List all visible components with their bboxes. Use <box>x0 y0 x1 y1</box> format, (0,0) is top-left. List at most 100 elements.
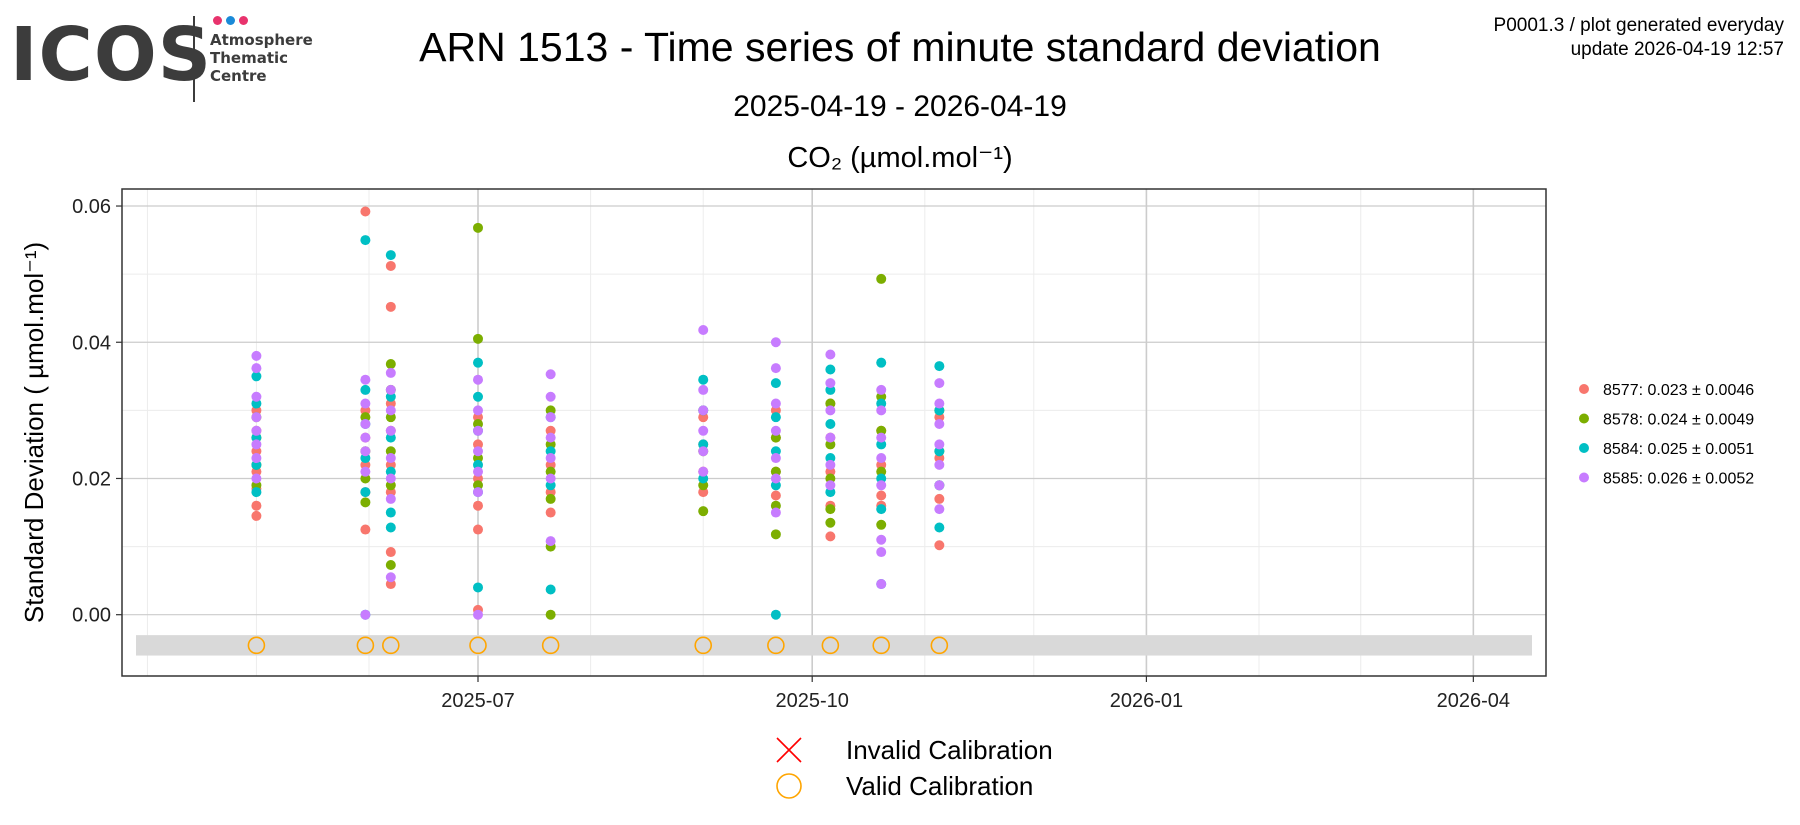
data-point-8585 <box>360 609 371 620</box>
data-point-8585 <box>473 374 483 385</box>
data-point-8577 <box>251 500 262 511</box>
data-point-8585 <box>473 466 483 477</box>
data-point-8578 <box>876 273 887 284</box>
data-point-8578 <box>473 333 483 344</box>
data-point-8585 <box>698 466 709 477</box>
data-point-8585 <box>698 324 709 335</box>
legend-key-8578 <box>1579 413 1589 424</box>
data-point-8585 <box>698 425 709 436</box>
data-point-8585 <box>825 459 836 470</box>
data-point-8584 <box>251 371 262 382</box>
valid-calibration-marker <box>767 636 785 655</box>
data-point-8578 <box>385 359 396 370</box>
data-point-8578 <box>385 559 396 570</box>
data-point-8584 <box>385 250 396 261</box>
data-point-8584 <box>251 487 262 498</box>
data-point-8578 <box>473 222 483 233</box>
data-point-8585 <box>934 480 945 491</box>
data-point-8585 <box>251 350 262 361</box>
chart-title: ARN 1513 - Time series of minute standar… <box>419 24 1381 70</box>
data-point-8577 <box>770 490 781 501</box>
valid-calibration-marker <box>382 636 400 655</box>
panel-border <box>121 188 1547 677</box>
logo-dot-3 <box>239 16 248 25</box>
data-point-8577 <box>251 510 262 521</box>
data-point-8585 <box>360 466 371 477</box>
x-tick-label: 2025-10 <box>776 690 849 712</box>
data-point-8585 <box>876 534 887 545</box>
data-point-8584 <box>876 504 887 515</box>
data-point-8584 <box>825 364 836 375</box>
data-point-8577 <box>934 493 945 504</box>
data-point-8585 <box>770 337 781 348</box>
data-point-8585 <box>251 439 262 450</box>
data-point-8577 <box>473 500 483 511</box>
legend-key-8585 <box>1579 472 1589 483</box>
data-point-8584 <box>385 522 396 533</box>
legend-label-8584: 8584: 0.025 ± 0.0051 <box>1603 441 1754 458</box>
data-point-8584 <box>360 384 371 395</box>
data-point-8577 <box>473 524 483 535</box>
calibration-legend-label: Invalid Calibration <box>846 735 1053 765</box>
data-point-8584 <box>473 357 483 368</box>
valid-calibration-legend-icon <box>776 773 802 799</box>
data-point-8578 <box>876 519 887 530</box>
data-point-8585 <box>876 432 887 443</box>
data-point-8584 <box>770 609 781 620</box>
x-tick-label: 2025-07 <box>441 690 514 712</box>
data-point-8585 <box>545 391 556 402</box>
logo-line-3: Centre <box>210 67 267 85</box>
data-point-8585 <box>825 405 836 416</box>
data-point-8584 <box>698 374 709 385</box>
data-point-8585 <box>545 432 556 443</box>
x-tick-label: 2026-04 <box>1437 690 1510 712</box>
y-tick-label: 0.04 <box>72 332 111 354</box>
plot-id: P0001.3 / plot generated everyday <box>1493 15 1784 36</box>
data-point-8585 <box>385 453 396 464</box>
data-point-8585 <box>473 405 483 416</box>
data-point-8584 <box>825 418 836 429</box>
data-point-8585 <box>825 480 836 491</box>
data-point-8585 <box>825 378 836 389</box>
data-point-8585 <box>360 432 371 443</box>
data-point-8585 <box>251 391 262 402</box>
data-point-8585 <box>360 398 371 409</box>
data-point-8585 <box>934 418 945 429</box>
calibration-legend-label: Valid Calibration <box>846 771 1033 801</box>
data-point-8585 <box>934 439 945 450</box>
data-point-8584 <box>360 235 371 246</box>
data-point-8577 <box>545 507 556 518</box>
data-point-8585 <box>545 536 556 547</box>
valid-calibration-marker <box>872 636 891 655</box>
logo-wordmark: ICOS <box>10 12 213 98</box>
data-point-8585 <box>934 378 945 389</box>
legend-label-8577: 8577: 0.023 ± 0.0046 <box>1603 382 1754 399</box>
data-point-8578 <box>825 517 836 528</box>
panel-title: CO₂ (µmol.mol⁻¹) <box>787 142 1013 174</box>
data-point-8585 <box>473 446 483 457</box>
data-point-8584 <box>934 361 945 372</box>
data-point-8585 <box>770 507 781 518</box>
data-point-8585 <box>251 412 262 423</box>
data-point-8585 <box>385 572 396 583</box>
legend-label-8578: 8578: 0.024 ± 0.0049 <box>1603 412 1754 429</box>
update-timestamp: update 2026-04-19 12:57 <box>1570 39 1784 60</box>
data-point-8584 <box>876 357 887 368</box>
data-point-8585 <box>876 405 887 416</box>
data-point-8585 <box>770 398 781 409</box>
y-axis-label: Standard Deviation ( µmol.mol⁻¹) <box>19 242 49 623</box>
valid-calibration-marker <box>821 636 840 655</box>
logo-dot-2 <box>226 16 235 25</box>
data-point-8585 <box>385 493 396 504</box>
data-point-8585 <box>770 473 781 484</box>
valid-calibration-marker <box>930 636 949 655</box>
valid-calibration-marker <box>694 636 713 655</box>
data-point-8585 <box>698 405 709 416</box>
icos-logo: ICOS Atmosphere Thematic Centre <box>10 14 330 104</box>
data-point-8585 <box>770 363 781 374</box>
data-point-8577 <box>876 490 887 501</box>
data-point-8584 <box>545 584 556 595</box>
data-point-8585 <box>545 412 556 423</box>
data-point-8585 <box>698 384 709 395</box>
